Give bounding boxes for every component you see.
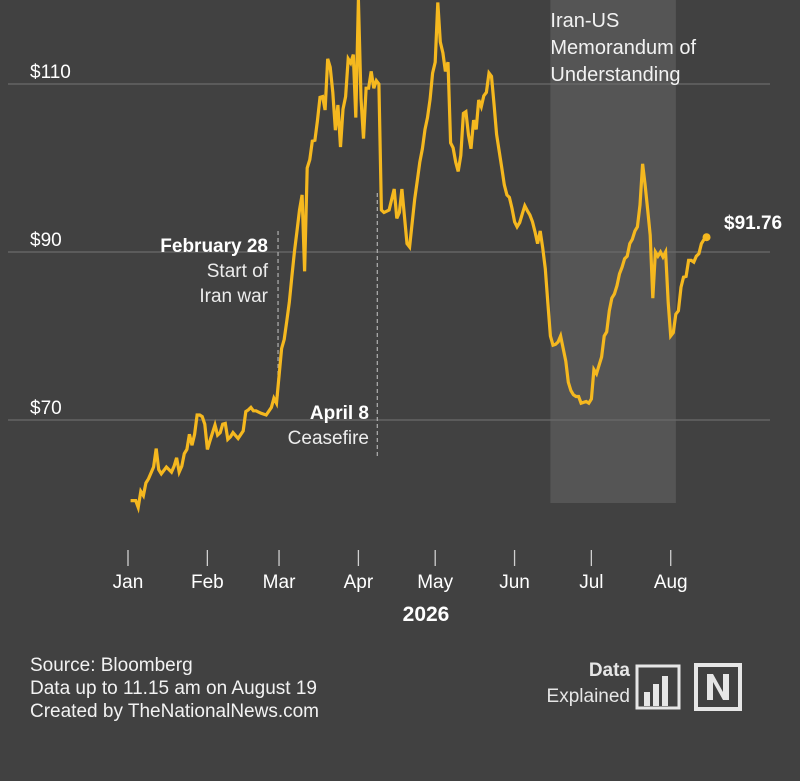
mou-region-label: Iran-US Memorandum of Understanding [550,10,696,86]
mou-label-line: Understanding [550,64,680,86]
y-tick-label: $70 [30,398,62,419]
apr8-annotation-line: Ceasefire [288,428,369,449]
source-note: Source: Bloomberg [30,655,193,676]
y-tick-label: $90 [30,230,62,251]
x-tick-label: Aug [654,572,688,593]
data-explained-brand: Data Explained [530,660,750,714]
the-national-n-logo-icon [694,663,742,711]
bar-chart-logo-icon [635,664,681,710]
last-value-label: $91.76 [724,213,782,234]
x-axis-title: 2026 [403,603,450,626]
footer: Source: Bloomberg Data up to 11.15 am on… [30,654,319,723]
price-series-line [130,0,708,514]
x-tick-label: Mar [263,572,296,593]
annotations: February 28 Start of Iran war April 8 Ceasef… [160,193,378,456]
x-axis: Jan Feb Mar Apr May Jun Jul Aug [113,550,688,593]
feb28-annotation-line: Iran war [199,286,268,307]
last-data-point [702,233,711,242]
brand-data-word: Data [588,660,630,681]
x-tick-label: Jun [499,572,530,593]
x-tick-label: May [417,572,453,593]
x-tick-label: Apr [344,572,374,593]
data-timestamp-note: Data up to 11.15 am on August 19 [30,678,317,699]
apr8-annotation-title: April 8 [310,403,369,424]
x-tick-label: Jul [579,572,603,593]
feb28-annotation-line: Start of [207,261,269,282]
credit-note: Created by TheNationalNews.com [30,701,320,722]
price-chart: $70 $90 $110 Iran-US Memorandum of Understan… [8,0,782,626]
x-tick-label: Feb [191,572,224,593]
gridlines: $70 $90 $110 [8,62,770,421]
mou-label-line: Iran-US [550,10,619,32]
brand-explained-word: Explained [546,686,630,707]
y-tick-label: $110 [30,62,71,83]
mou-label-line: Memorandum of [550,37,696,59]
x-tick-label: Jan [113,572,144,593]
feb28-annotation-title: February 28 [160,236,268,257]
